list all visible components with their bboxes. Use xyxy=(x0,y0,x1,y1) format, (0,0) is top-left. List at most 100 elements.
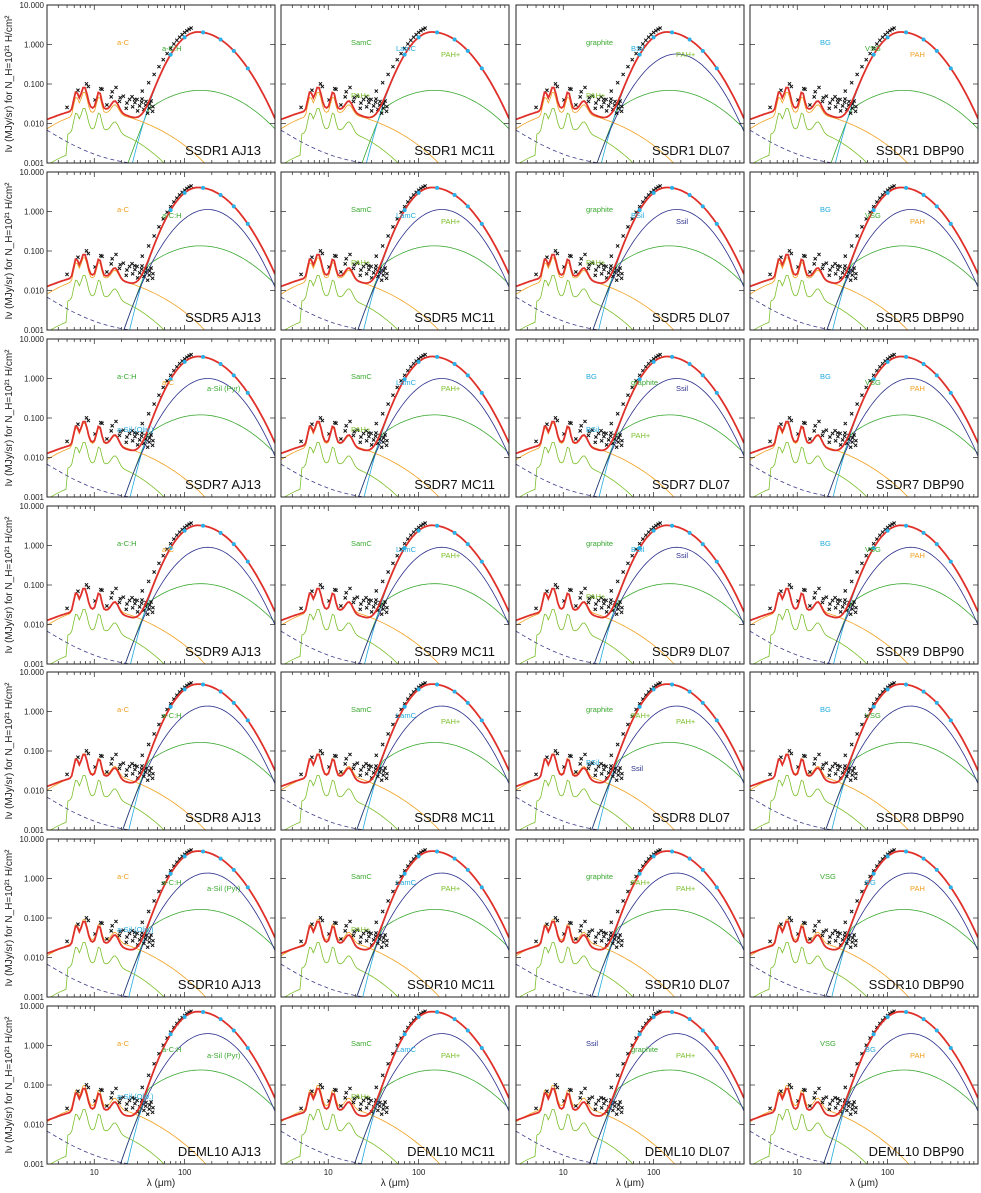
data-point xyxy=(609,764,614,768)
panel-frame xyxy=(280,4,510,164)
x-tick-label: 100 xyxy=(178,1168,192,1177)
data-point xyxy=(827,106,832,111)
panel-label: SSDR1 DL07 xyxy=(652,143,730,158)
band-point xyxy=(435,354,440,359)
data-point xyxy=(383,433,388,437)
data-point xyxy=(118,929,123,934)
component-label: graphite xyxy=(586,872,613,881)
data-point xyxy=(610,774,615,779)
data-point xyxy=(344,423,349,428)
data-point xyxy=(379,445,384,450)
data-point xyxy=(75,755,80,760)
small-sil-curve xyxy=(825,705,978,830)
band-point xyxy=(948,559,953,564)
data-point xyxy=(569,1088,574,1093)
data-point xyxy=(150,109,155,114)
data-point xyxy=(124,101,129,105)
data-point xyxy=(121,761,126,766)
data-point xyxy=(587,929,592,934)
plot-area xyxy=(281,352,509,497)
data-point xyxy=(374,97,379,101)
data-point xyxy=(352,1096,357,1101)
data-point xyxy=(892,184,897,188)
panel-frame xyxy=(280,171,510,331)
component-label: a-C xyxy=(162,378,175,387)
data-point xyxy=(621,899,626,903)
component-label: PAH+ xyxy=(441,1051,461,1060)
data-point xyxy=(139,601,144,606)
y-axis-label-1: Iν (MJy/sr) for N_H=10²¹ H/cm² xyxy=(4,15,15,153)
pah-plus-curve xyxy=(518,608,634,664)
pah-curve xyxy=(47,92,206,163)
data-point xyxy=(555,751,560,756)
data-point xyxy=(847,1100,851,1105)
data-point xyxy=(817,85,821,90)
data-point xyxy=(132,763,137,768)
band-point xyxy=(934,700,939,705)
band-point xyxy=(201,30,206,35)
data-point xyxy=(778,422,783,427)
data-point xyxy=(374,89,379,94)
data-point xyxy=(299,1106,304,1111)
data-point xyxy=(364,1105,369,1110)
y-tick-label: 0.100 xyxy=(24,414,45,423)
data-point xyxy=(821,596,826,601)
data-point xyxy=(619,271,624,276)
data-point xyxy=(132,263,137,268)
total-model-curve xyxy=(516,355,744,455)
plot-area xyxy=(516,352,744,497)
small-sil-curve xyxy=(124,546,275,664)
data-point xyxy=(379,111,384,116)
small-sil-curve xyxy=(122,872,275,997)
data-point xyxy=(843,97,848,101)
data-point xyxy=(391,561,395,566)
data-point xyxy=(86,585,91,590)
graphite-curve xyxy=(591,909,744,997)
data-point xyxy=(840,437,845,442)
big-grain-curve xyxy=(597,850,744,997)
data-point xyxy=(827,435,832,439)
data-point xyxy=(609,89,614,94)
data-point xyxy=(65,272,70,277)
component-label: graphite xyxy=(631,1045,658,1054)
band-point xyxy=(921,856,926,861)
data-point xyxy=(599,761,604,766)
data-point xyxy=(890,522,895,527)
data-point xyxy=(843,421,848,426)
data-point xyxy=(334,421,339,426)
data-point xyxy=(114,586,118,591)
component-label: PAH+ xyxy=(351,425,371,434)
data-point xyxy=(334,254,339,259)
data-point xyxy=(824,595,829,600)
data-point xyxy=(599,771,604,776)
data-point xyxy=(130,605,135,610)
component-label: PAH xyxy=(910,217,925,226)
component-label: BG xyxy=(820,205,831,214)
pah-curve xyxy=(750,92,909,163)
small-sil-curve xyxy=(593,378,744,497)
data-point xyxy=(150,610,155,615)
data-point xyxy=(421,27,426,32)
component-label: VSG xyxy=(865,378,881,387)
data-point xyxy=(184,523,189,528)
total-model-curve xyxy=(281,683,509,788)
data-point xyxy=(386,72,391,77)
data-point xyxy=(130,438,135,443)
data-point xyxy=(569,754,574,759)
big-grain-curve xyxy=(597,683,744,830)
data-point xyxy=(65,105,70,110)
data-point xyxy=(824,428,829,433)
data-point xyxy=(850,1107,855,1112)
data-point xyxy=(768,1106,773,1111)
component-label: a-Sil (Oliv.) xyxy=(117,425,154,434)
data-point xyxy=(820,1100,825,1105)
data-point xyxy=(381,269,386,273)
data-point xyxy=(157,561,161,566)
data-point xyxy=(121,595,126,600)
band-point xyxy=(218,362,223,367)
data-point xyxy=(150,943,155,948)
data-point xyxy=(395,57,400,62)
